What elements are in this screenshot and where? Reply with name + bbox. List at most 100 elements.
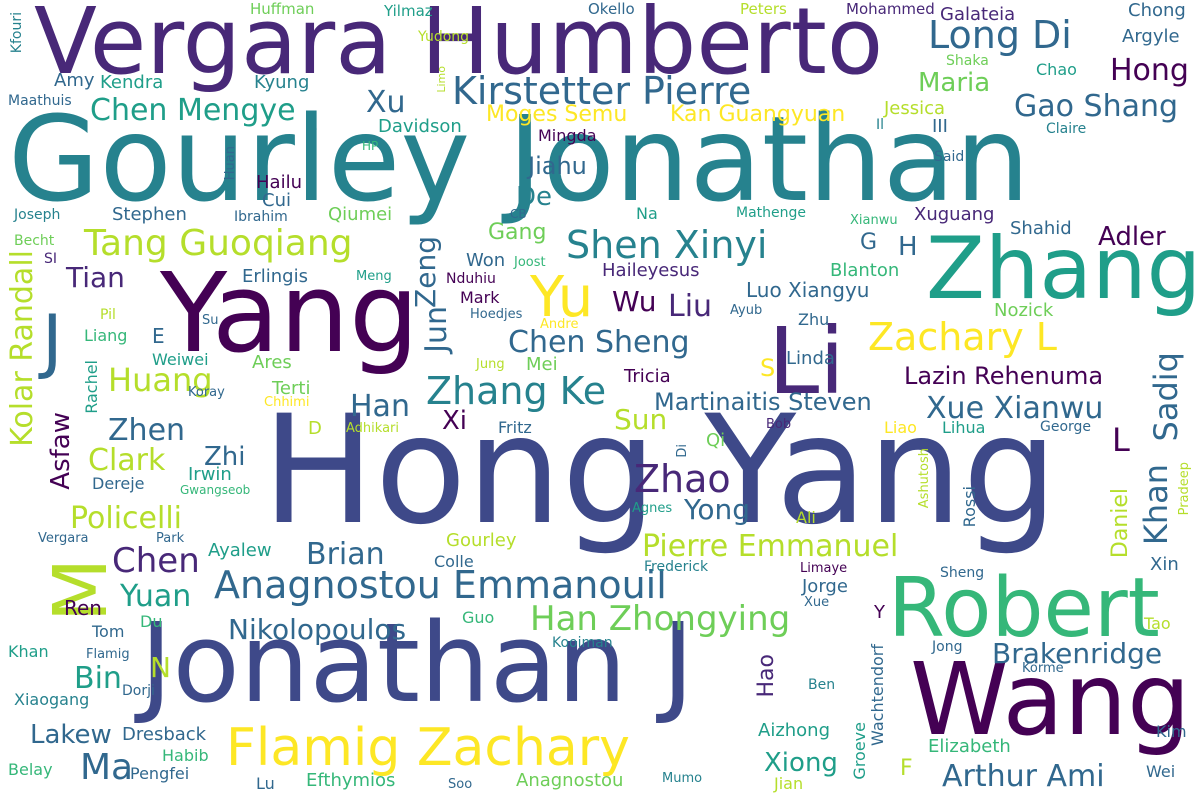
word-d: D [308, 418, 322, 439]
word-liu: Liu [668, 289, 713, 324]
word-belay: Belay [8, 760, 53, 779]
word-tom: Tom [92, 622, 125, 641]
word-flamig: Flamig [86, 647, 130, 662]
word-fritz: Fritz [498, 418, 532, 437]
word-zhi: Zhi [204, 442, 246, 472]
word-policelli: Policelli [70, 501, 183, 536]
word-jian: Jian [774, 774, 804, 793]
word-kyung: Kyung [254, 72, 310, 93]
word-xianwu: Xianwu [850, 213, 898, 228]
word-hong-yang: Hong Yang [262, 384, 1058, 558]
word-efthymios: Efthymios [306, 770, 396, 791]
word-hoedjes: Hoedjes [470, 307, 523, 322]
word-pil: Pil [100, 307, 116, 323]
word-george: George [1040, 419, 1092, 435]
word-yilmaz: Yilmaz [384, 2, 433, 20]
word-hp: HP [362, 139, 379, 153]
word-g: G [860, 230, 878, 255]
word-iii: III [932, 116, 948, 137]
word-moges-semu: Moges Semu [486, 102, 628, 127]
word-ren: Ren [64, 596, 102, 620]
word-elizabeth: Elizabeth [928, 736, 1011, 757]
word-lu: Lu [256, 774, 275, 793]
word-gang: Gang [488, 220, 547, 245]
word-jong: Jong [932, 639, 963, 655]
word-tao: Tao [1144, 614, 1171, 633]
word-ma: Ma [80, 747, 134, 788]
word-frederick: Frederick [644, 559, 709, 575]
word-joseph: Joseph [14, 207, 61, 223]
word-claire: Claire [1046, 121, 1087, 137]
word-mumo: Mumo [662, 771, 703, 786]
word-na: Na [636, 204, 658, 223]
word-ibrahim: Ibrahim [234, 209, 288, 225]
word-davidson: Davidson [378, 116, 462, 137]
word-blanton: Blanton [830, 260, 900, 281]
word-jun: Jun [419, 306, 454, 353]
word-ben: Ben [808, 677, 836, 693]
word-khan-small: Khan [8, 642, 49, 661]
word-andre: Andre [540, 317, 579, 332]
word-chong: Chong [1128, 0, 1186, 21]
word-jorge: Jorge [802, 576, 848, 597]
word-zhang-ke: Zhang Ke [426, 369, 607, 413]
word-zhen: Zhen [108, 413, 186, 448]
word-pradeep: Pradeep [1177, 462, 1192, 516]
word-adler: Adler [1098, 222, 1166, 252]
word-xue-xianwu: Xue Xianwu [926, 391, 1104, 426]
word-zhu: Zhu [798, 310, 830, 329]
word-mei: Mei [526, 354, 558, 375]
word-arthur-ami: Arthur Ami [942, 759, 1105, 794]
word-qiumei: Qiumei [328, 204, 393, 225]
word-aizhong: Aizhong [758, 720, 831, 741]
word-kendra: Kendra [100, 72, 164, 93]
word-habib: Habib [162, 746, 209, 765]
word-h: H [898, 232, 918, 262]
word-wu: Wu [612, 285, 657, 318]
word-vergara: Vergara [38, 531, 89, 546]
word-hong-small: Hong [1110, 53, 1189, 88]
word-t: T [308, 127, 317, 143]
word-limaye: Limaye [800, 561, 848, 576]
word-liang: Liang [84, 326, 128, 345]
word-won: Won [466, 250, 506, 271]
word-shaka: Shaka [946, 53, 989, 69]
word-di: Di [675, 444, 690, 458]
word-s: S [760, 354, 776, 382]
word-hao: Hao [754, 654, 779, 698]
word-meng: Meng [356, 269, 392, 284]
word-wachtendorf: Wachtendorf [868, 644, 887, 746]
word-martinaitis-steven: Martinaitis Steven [654, 388, 872, 416]
word-dorji: Dorji [122, 683, 155, 699]
word-linda: Linda [786, 348, 835, 369]
word-limo: Limo [435, 66, 448, 93]
word-xuguang: Xuguang [914, 204, 995, 225]
word-kfouri: Kfouri [9, 12, 25, 54]
word-ares: Ares [252, 352, 292, 373]
word-dereje: Dereje [92, 474, 145, 493]
word-mathenge: Mathenge [736, 205, 807, 221]
word-stephen: Stephen [112, 204, 187, 225]
word-nduhiu: Nduhiu [446, 271, 496, 287]
word-sadiq: Sadiq [1147, 352, 1185, 442]
word-chao: Chao [1036, 60, 1077, 79]
word-luo-xiangyu: Luo Xiangyu [746, 278, 870, 302]
word-groeve: Groeve [850, 722, 869, 780]
word-flamig-zachary: Flamig Zachary [226, 718, 630, 778]
word-kirstetter-pierre: Kirstetter Pierre [452, 69, 752, 113]
word-erlingis: Erlingis [242, 266, 308, 287]
word-joost: Joost [514, 255, 546, 270]
word-cb: CB [510, 207, 527, 221]
word-yong: Yong [684, 493, 751, 526]
word-ashutosh: Ashutosh [917, 448, 932, 509]
word-si: SI [44, 251, 58, 267]
word-rossi: Rossi [960, 486, 979, 528]
word-argyle: Argyle [1122, 26, 1180, 47]
word-bob: Bob [766, 417, 792, 432]
word-hailu: Hailu [256, 172, 302, 193]
word-huan: Huan [223, 146, 238, 181]
word-maria: Maria [918, 68, 991, 98]
word-okello: Okello [588, 0, 635, 18]
word-han: Han [350, 389, 410, 424]
